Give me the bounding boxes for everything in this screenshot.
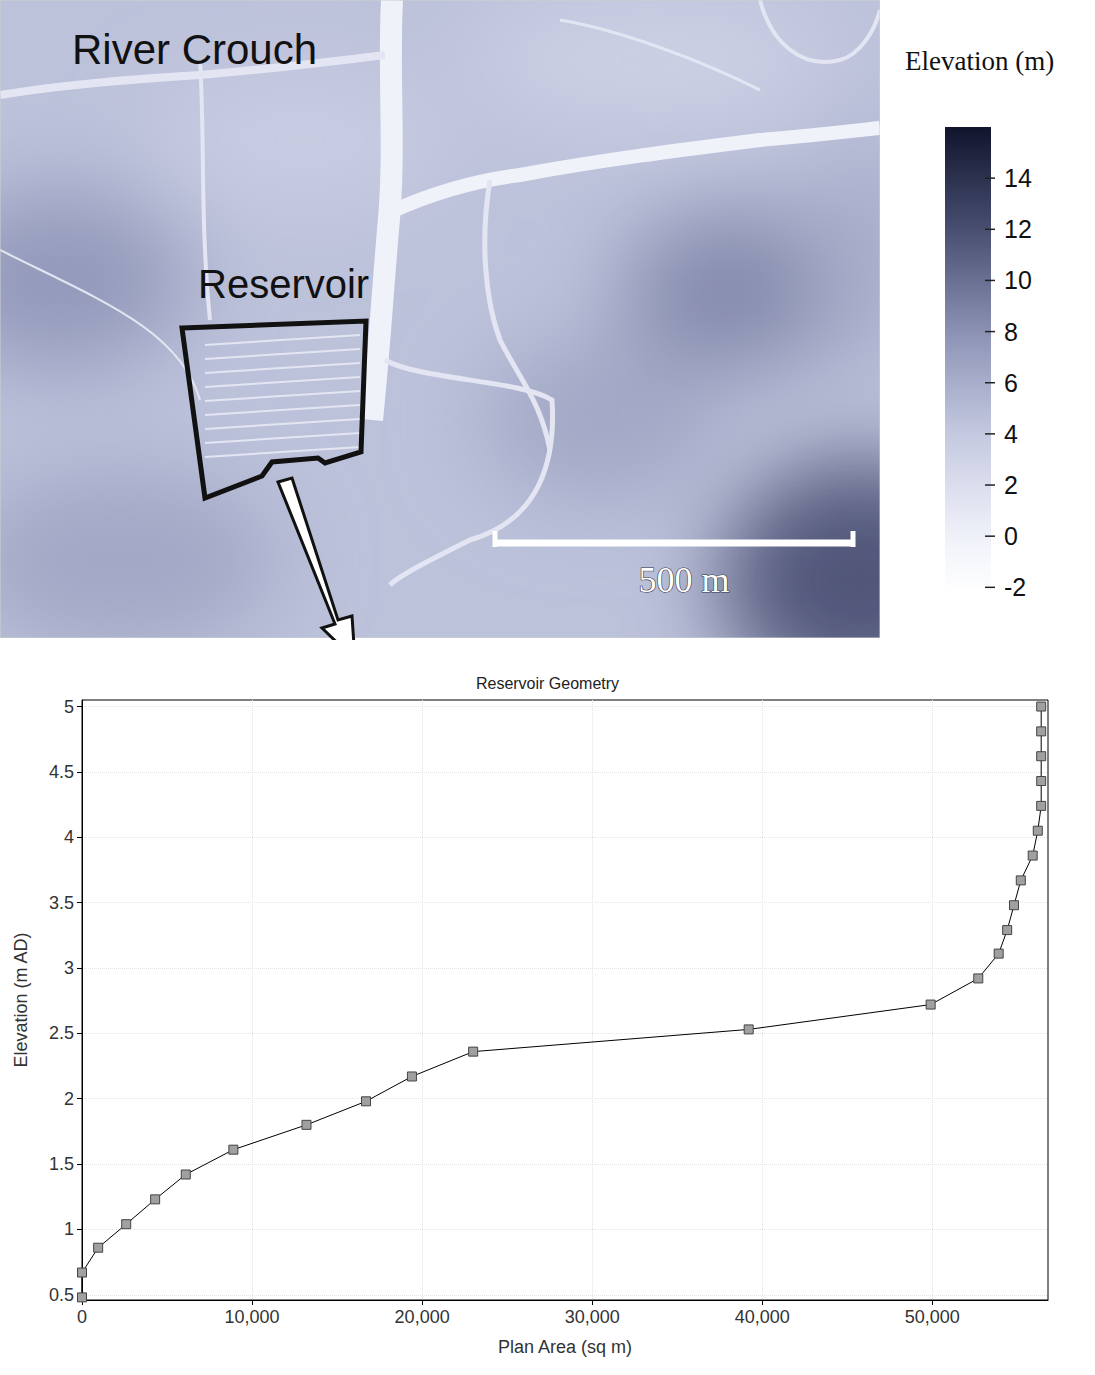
svg-text:8: 8 bbox=[1004, 318, 1018, 346]
svg-text:Elevation (m): Elevation (m) bbox=[905, 46, 1054, 76]
svg-text:River Crouch: River Crouch bbox=[72, 26, 317, 73]
svg-text:2.5: 2.5 bbox=[49, 1023, 74, 1043]
svg-text:4.5: 4.5 bbox=[49, 762, 74, 782]
svg-text:Reservoir Geometry: Reservoir Geometry bbox=[476, 675, 619, 692]
svg-text:Elevation (m AD): Elevation (m AD) bbox=[11, 932, 31, 1067]
svg-text:Plan Area (sq m): Plan Area (sq m) bbox=[498, 1337, 632, 1357]
svg-text:30,000: 30,000 bbox=[565, 1307, 620, 1327]
svg-text:2: 2 bbox=[64, 1089, 74, 1109]
svg-text:-2: -2 bbox=[1004, 573, 1026, 601]
svg-text:20,000: 20,000 bbox=[395, 1307, 450, 1327]
svg-text:0: 0 bbox=[77, 1307, 87, 1327]
svg-text:500 m: 500 m bbox=[638, 560, 729, 600]
svg-text:4: 4 bbox=[64, 827, 74, 847]
svg-text:50,000: 50,000 bbox=[905, 1307, 960, 1327]
svg-text:0: 0 bbox=[1004, 522, 1018, 550]
svg-text:0.5: 0.5 bbox=[49, 1285, 74, 1305]
svg-text:12: 12 bbox=[1004, 215, 1032, 243]
svg-text:10,000: 10,000 bbox=[225, 1307, 280, 1327]
svg-text:Reservoir: Reservoir bbox=[198, 262, 369, 306]
svg-text:1.5: 1.5 bbox=[49, 1154, 74, 1174]
svg-text:1: 1 bbox=[64, 1219, 74, 1239]
svg-text:3: 3 bbox=[64, 958, 74, 978]
svg-text:14: 14 bbox=[1004, 164, 1032, 192]
svg-text:4: 4 bbox=[1004, 420, 1018, 448]
svg-text:6: 6 bbox=[1004, 369, 1018, 397]
svg-text:40,000: 40,000 bbox=[735, 1307, 790, 1327]
svg-text:10: 10 bbox=[1004, 266, 1032, 294]
svg-text:3.5: 3.5 bbox=[49, 893, 74, 913]
svg-text:5: 5 bbox=[64, 697, 74, 717]
svg-text:2: 2 bbox=[1004, 471, 1018, 499]
